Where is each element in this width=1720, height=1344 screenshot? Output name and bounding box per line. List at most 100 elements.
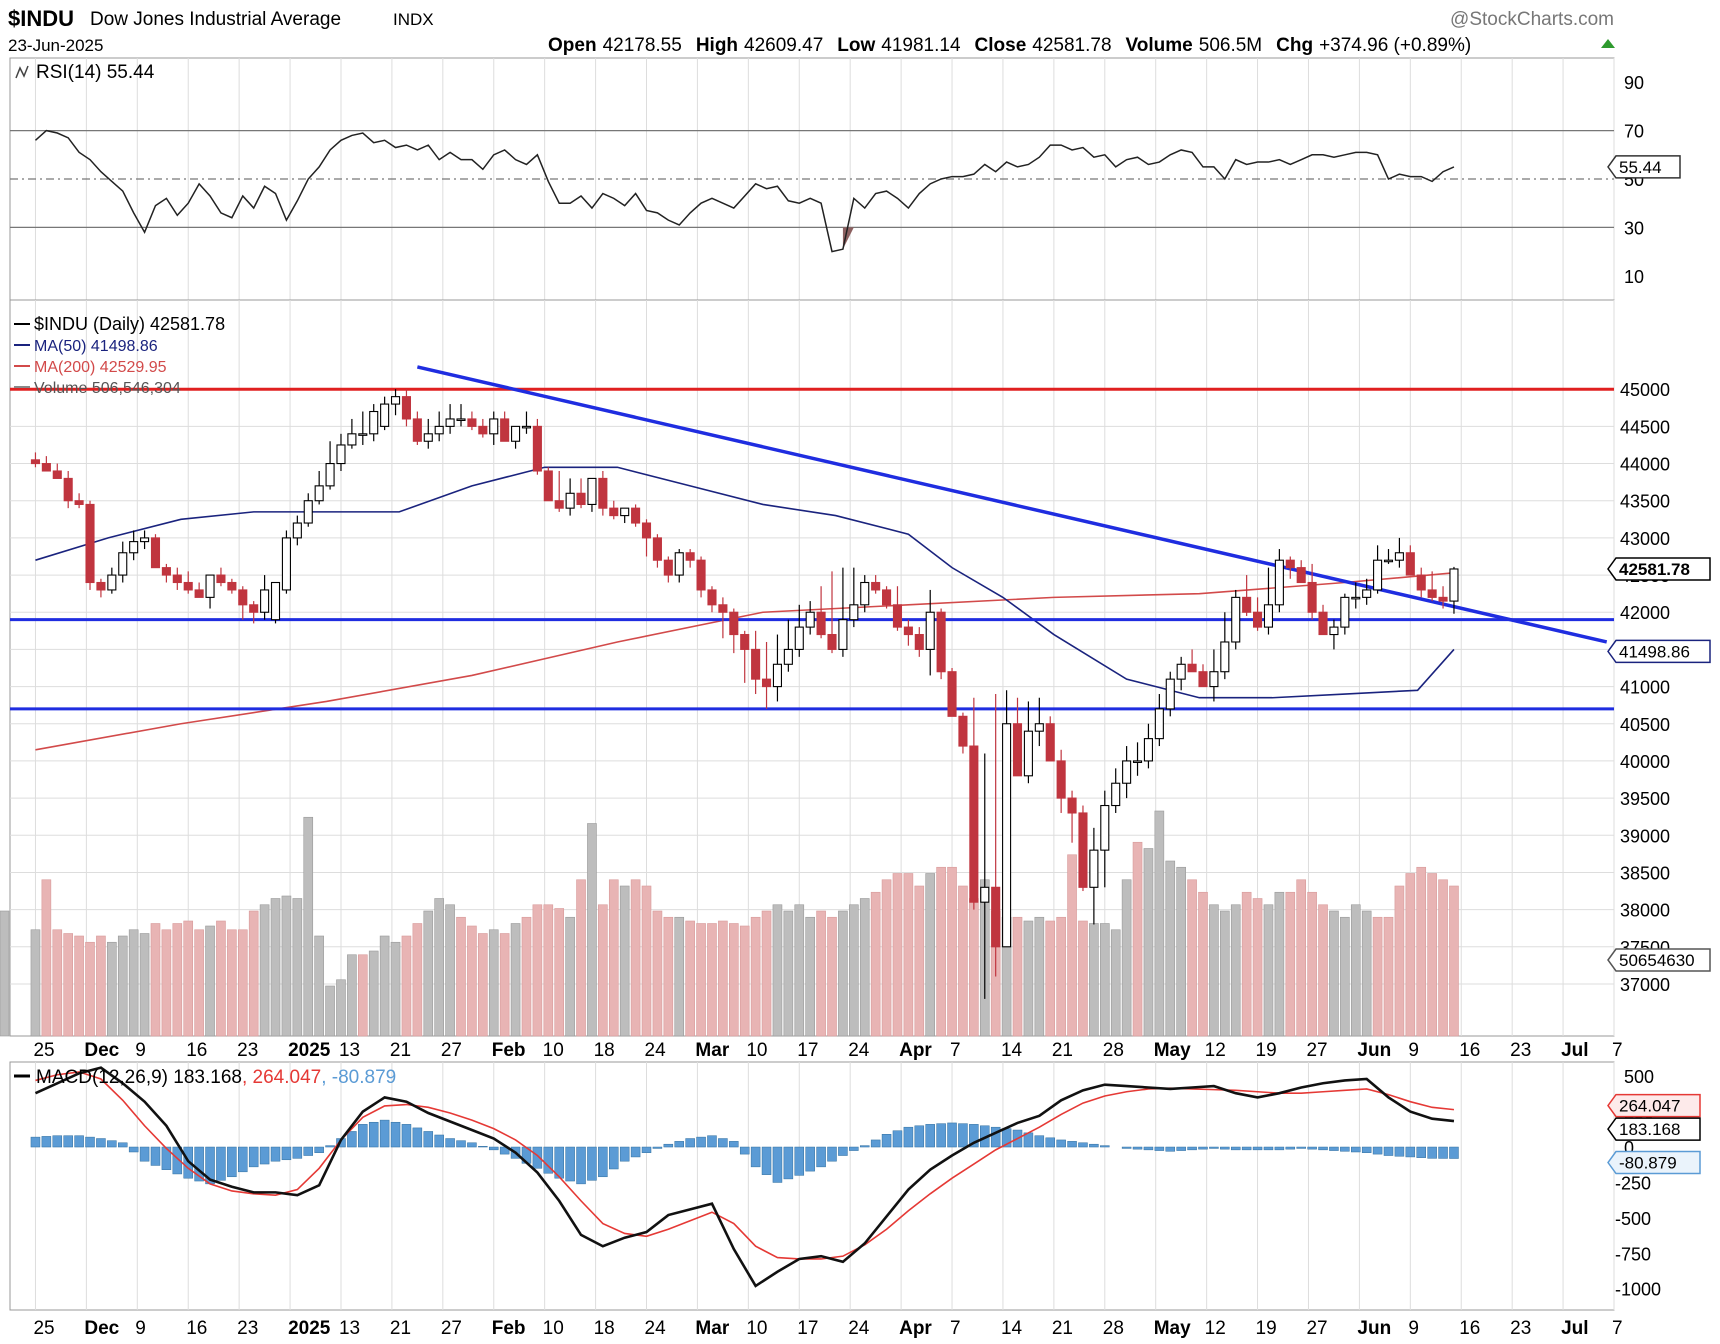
x-tick-label-7: 21 <box>390 1318 411 1339</box>
candle <box>1012 697 1023 777</box>
rsi-y-tick-10: 10 <box>1624 267 1644 287</box>
candle-body <box>772 663 782 688</box>
volume-bar <box>663 916 674 1037</box>
candle <box>478 418 488 438</box>
volume-bar <box>85 941 95 1037</box>
x-tick-label-21: 28 <box>1103 1318 1124 1339</box>
macd-hist-bar <box>347 1131 357 1148</box>
candle-body <box>140 537 150 543</box>
candle <box>565 478 575 516</box>
macd-hist-bar <box>1165 1146 1176 1152</box>
macd-hist-bar <box>139 1146 150 1162</box>
macd-hist-bar <box>1187 1146 1197 1151</box>
macd-hist-bar <box>85 1136 95 1148</box>
candle <box>1416 567 1426 598</box>
candle-body <box>598 477 608 509</box>
volume-bar <box>870 891 881 1037</box>
macd-hist-bar <box>718 1138 728 1148</box>
macd-hist-bar <box>947 1122 957 1148</box>
low-value: 41981.14 <box>881 35 961 56</box>
macd-hist-bar <box>107 1140 117 1148</box>
candle-body <box>882 589 892 606</box>
candle-body <box>980 886 990 903</box>
volume-bar <box>423 910 434 1037</box>
x-tick-label-0: 25 <box>33 1040 54 1061</box>
candle-body <box>401 396 412 420</box>
candle-body <box>194 589 204 598</box>
volume-value: 506.5M <box>1199 35 1262 56</box>
macd-hist-bar <box>1427 1146 1437 1159</box>
candle-body <box>380 403 390 427</box>
candle-body <box>1340 596 1350 628</box>
x-tick-label-4: 23 <box>237 1040 258 1061</box>
candle-body <box>892 604 903 628</box>
candle-body <box>1122 760 1132 784</box>
x-tick-label-16: 24 <box>848 1318 870 1339</box>
candle-body <box>1220 641 1230 673</box>
candle-body <box>914 633 924 650</box>
candle-body <box>729 611 739 636</box>
macd-hist-bar <box>1034 1135 1045 1148</box>
macd-hist-bar <box>281 1146 292 1161</box>
x-tick-label-15: 17 <box>797 1040 818 1061</box>
volume-bar <box>237 929 248 1037</box>
macd-hist-bar <box>663 1143 674 1148</box>
macd-hist-bar <box>423 1131 434 1148</box>
candle <box>216 567 226 587</box>
x-tick-label-9: Feb <box>492 1318 526 1339</box>
x-tick-label-4: 23 <box>237 1318 258 1339</box>
candle <box>1449 566 1459 614</box>
macd-hist-bar <box>1285 1146 1296 1150</box>
x-tick-label-2: 9 <box>135 1318 146 1339</box>
candle <box>52 463 62 479</box>
volume-bar <box>914 885 925 1037</box>
macd-hist-bar <box>619 1146 630 1162</box>
macd-hist-bar <box>859 1145 870 1148</box>
candle <box>849 567 859 628</box>
volume-bar <box>1394 885 1405 1037</box>
macd-hist-tag: -80.879 <box>1607 1150 1701 1175</box>
volume-bar <box>794 904 805 1037</box>
candle-body <box>1132 760 1143 763</box>
candle-body <box>511 425 521 442</box>
candle <box>892 586 903 631</box>
ma50-value-tag-box <box>1607 639 1711 664</box>
candle <box>772 634 782 702</box>
candle-body <box>1089 849 1099 888</box>
volume-bar <box>1176 866 1186 1037</box>
x-tick-label-23: 12 <box>1205 1318 1226 1339</box>
rsi-oversold-shade <box>842 227 865 250</box>
volume-bar <box>216 920 226 1037</box>
macd-value-tag-box <box>1607 1117 1701 1141</box>
x-tick-label-11: 18 <box>594 1040 615 1061</box>
macd-hist-bar <box>652 1146 663 1149</box>
volume-bar <box>1012 916 1023 1037</box>
candle <box>1111 768 1121 813</box>
x-tick-label-19: 14 <box>1001 1040 1023 1061</box>
candle <box>445 404 455 434</box>
macd-hist-bar <box>576 1146 586 1185</box>
volume-bar <box>161 929 172 1037</box>
volume-bar <box>358 954 368 1037</box>
macd-hist-bar <box>936 1123 946 1148</box>
volume-bar <box>598 904 608 1037</box>
volume-bar <box>52 929 63 1037</box>
candle <box>1263 567 1274 635</box>
macd-hist-bar <box>1416 1146 1426 1158</box>
up-triangle-icon <box>1601 39 1615 48</box>
candle <box>1231 589 1241 650</box>
macd-signal-tag-text: 264.047 <box>1619 1097 1680 1116</box>
candle-body <box>1187 663 1197 673</box>
macd-hist-bar <box>1132 1146 1143 1150</box>
candle-body <box>674 552 684 576</box>
volume-bar <box>1121 879 1132 1037</box>
macd-hist-bar <box>1045 1137 1055 1148</box>
macd-hist-bar <box>565 1146 575 1182</box>
volume-bar <box>1045 920 1056 1037</box>
candle <box>1438 586 1448 609</box>
candle <box>980 753 990 999</box>
candle <box>587 477 597 512</box>
candle-body <box>183 581 193 591</box>
macd-hist-bar <box>598 1146 608 1178</box>
